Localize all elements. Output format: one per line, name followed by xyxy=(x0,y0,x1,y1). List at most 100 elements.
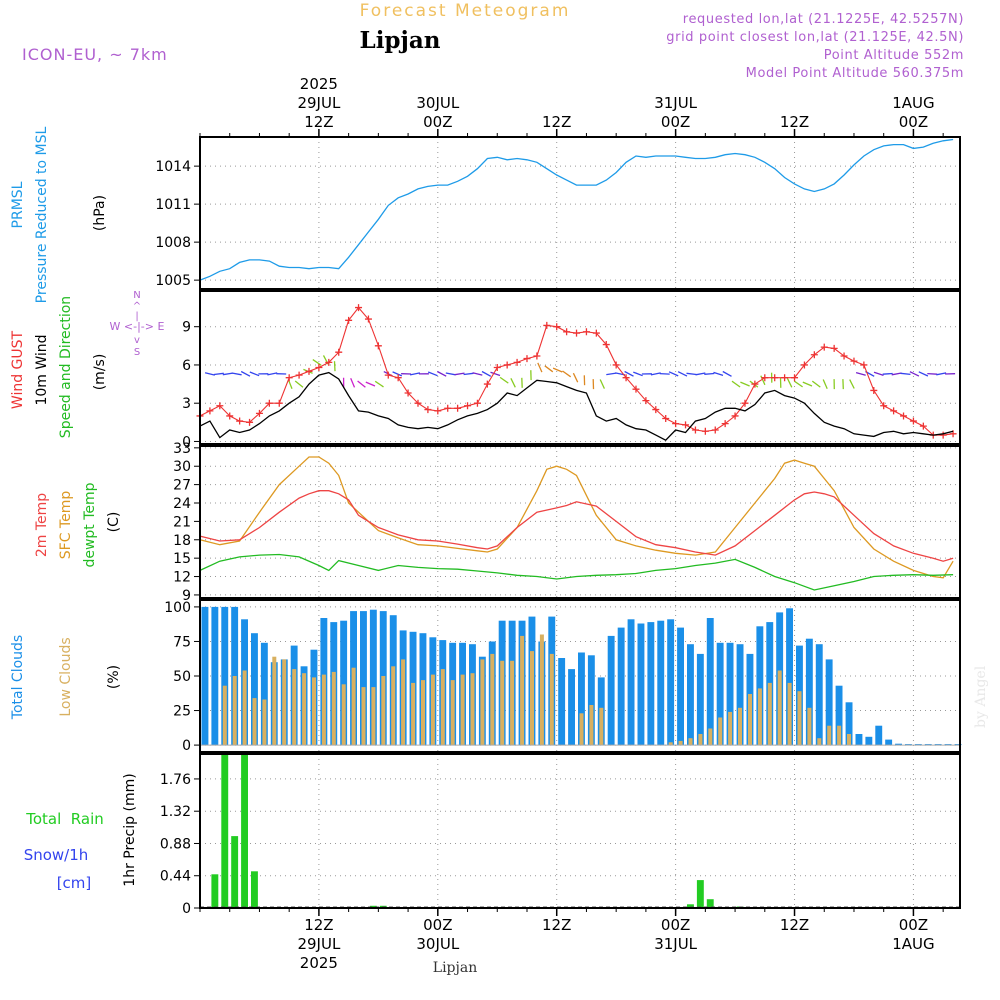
y-tick-label: 15 xyxy=(173,551,191,567)
low-cloud-bar xyxy=(351,667,356,746)
pressure-unit: (hPa) xyxy=(92,195,108,231)
wind-direction-arrow xyxy=(562,370,572,378)
gust-marker xyxy=(454,404,462,412)
rain-bar xyxy=(241,754,248,908)
low-cloud-bar xyxy=(757,688,762,746)
y-tick-label: 27 xyxy=(173,478,191,494)
gust-marker xyxy=(345,316,353,324)
wind-direction-arrow xyxy=(365,381,376,387)
gust-marker xyxy=(771,374,779,382)
wind-direction-arrow xyxy=(231,372,242,376)
low-cloud-bar xyxy=(599,707,604,746)
total-cloud-bar xyxy=(815,644,823,746)
wind-direction-arrow xyxy=(731,380,741,388)
gust-marker xyxy=(731,412,739,420)
sfc-temp-line xyxy=(199,456,954,579)
gust-marker xyxy=(592,329,600,337)
wind-direction-arrow xyxy=(677,371,688,377)
low-cloud-bar xyxy=(549,653,554,746)
low-cloud-bar xyxy=(302,673,307,746)
y-tick-label: 100 xyxy=(164,600,191,616)
panel-frame xyxy=(199,290,961,445)
model-label: ICON-EU, ~ 7km xyxy=(22,45,168,64)
low-cloud-bar xyxy=(381,676,386,746)
wind-direction-arrow xyxy=(481,370,492,377)
temp-unit: (C) xyxy=(106,512,122,533)
wind-direction-arrow xyxy=(633,371,643,377)
low-cloud-bar xyxy=(232,676,237,746)
total-cloud-bar xyxy=(756,626,764,746)
wind-direction-arrow xyxy=(213,372,224,376)
wind-direction-arrow xyxy=(240,370,251,377)
gust-marker xyxy=(206,407,214,415)
wind-direction-arrow xyxy=(936,372,947,376)
total-cloud-bar xyxy=(637,623,645,746)
sfc-label: SFC Temp xyxy=(58,491,74,560)
wind-direction-arrow xyxy=(222,372,233,376)
low-cloud-bar xyxy=(817,738,822,746)
gust-marker xyxy=(800,361,808,369)
gust-marker xyxy=(404,389,412,397)
bottom-time-label: 30JUL xyxy=(416,935,459,953)
wind-direction-arrow xyxy=(472,372,483,376)
y-tick-label: 1011 xyxy=(155,197,191,213)
total-cloud-bar xyxy=(221,606,229,746)
y-tick-label: 18 xyxy=(173,533,191,549)
wind-direction-arrow xyxy=(409,372,421,376)
footer-location: Lipjan xyxy=(433,960,477,976)
wind-direction-arrow xyxy=(294,380,304,388)
gust-marker xyxy=(870,386,878,394)
snow-unit: [cm] xyxy=(57,874,92,892)
wind-unit: (m/s) xyxy=(92,354,108,391)
total-cloud-bar xyxy=(201,606,209,746)
total-cloud-bar xyxy=(687,644,694,746)
total-cloud-bar xyxy=(805,638,813,746)
panel-frame xyxy=(199,753,961,909)
y-tick-label: 0 xyxy=(182,738,191,754)
low-cloud-bar xyxy=(391,666,396,746)
low-cloud-bar xyxy=(242,670,247,746)
total-cloud-bar xyxy=(558,658,566,746)
low-cloud-bar xyxy=(500,660,505,746)
gust-marker xyxy=(632,385,640,393)
low-cloud-bar xyxy=(470,673,475,746)
total-cloud-bar xyxy=(647,622,655,746)
rain-bar xyxy=(231,836,239,908)
gust-marker xyxy=(721,420,729,428)
total-cloud-bar xyxy=(369,609,377,746)
total-cloud-bar xyxy=(607,635,615,746)
panel-2: 0 3 6 9 xyxy=(182,291,960,450)
gust-marker xyxy=(880,402,888,410)
wind-direction-arrow xyxy=(722,370,732,377)
gust-marker xyxy=(820,343,828,351)
wind-direction-arrow xyxy=(606,372,617,376)
y-tick-label: 25 xyxy=(173,704,191,720)
total-cloud-bar xyxy=(865,736,873,746)
total-cloud-bar xyxy=(786,608,793,746)
gust-marker xyxy=(682,421,690,429)
low-cloud-bar xyxy=(312,677,316,746)
top-time-label: 29JUL xyxy=(297,94,340,112)
total-cloud-bar xyxy=(260,642,268,746)
pressure-label-2: Pressure Reduced to MSL xyxy=(34,126,50,303)
gust-marker xyxy=(216,402,224,410)
gust-marker xyxy=(265,399,273,407)
low-cloud-bar xyxy=(738,707,742,746)
wind-direction-arrow xyxy=(599,379,605,389)
wind-direction-arrow xyxy=(873,371,884,377)
y-tick-label: 9 xyxy=(182,588,191,604)
low-cloud-bar xyxy=(401,659,406,746)
low-cloud-bar xyxy=(331,671,336,746)
wind-direction-arrow xyxy=(427,371,438,377)
gust-marker xyxy=(275,399,283,407)
top-time-label: 12Z xyxy=(542,113,571,131)
gust-marker xyxy=(890,407,898,415)
low-cloud-bar xyxy=(490,653,495,746)
wind-direction-arrow xyxy=(713,371,724,377)
low-cloud-bar xyxy=(827,725,832,745)
total-cloud-bar xyxy=(845,702,853,746)
gust-marker xyxy=(305,367,313,375)
wind-direction-arrow xyxy=(849,379,855,389)
wind-direction-arrow xyxy=(552,367,563,373)
direction-label: Speed and Direction xyxy=(58,296,74,438)
